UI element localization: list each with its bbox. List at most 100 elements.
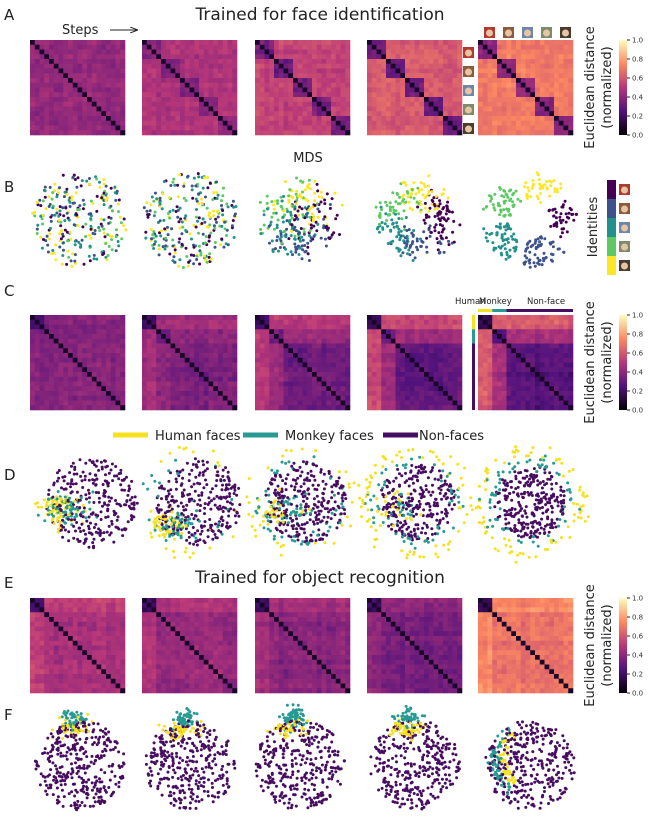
heatmap-cell <box>35 116 40 121</box>
heatmap-cell <box>396 334 401 339</box>
heatmap-cell <box>530 348 535 353</box>
heatmap-cell <box>204 97 209 102</box>
heatmap-cell <box>443 130 448 135</box>
heatmap-cell <box>549 363 554 368</box>
heatmap-cell <box>483 363 488 368</box>
heatmap-cell <box>44 688 49 693</box>
heatmap-cell <box>40 627 45 632</box>
heatmap-cell <box>284 353 289 358</box>
heatmap-cell <box>92 69 97 74</box>
heatmap-cell <box>568 325 573 330</box>
heatmap-cell <box>87 660 92 665</box>
heatmap-cell <box>30 78 35 83</box>
heatmap-cell <box>147 391 152 396</box>
heatmap-cell <box>218 622 223 627</box>
heatmap-cell <box>213 598 218 603</box>
heatmap-cell <box>559 107 564 112</box>
heatmap-cell <box>106 325 111 330</box>
heatmap-cell <box>199 78 204 83</box>
heatmap-cell <box>443 391 448 396</box>
heatmap-cell <box>345 102 350 107</box>
heatmap-cell <box>410 382 415 387</box>
heatmap-cell <box>82 367 87 372</box>
heatmap-cell <box>147 405 152 410</box>
heatmap <box>30 598 125 693</box>
heatmap-cell <box>516 126 521 131</box>
heatmap-cell <box>507 40 512 45</box>
heatmap-cell <box>545 83 550 88</box>
heatmap-cell <box>521 40 526 45</box>
heatmap-cell <box>152 669 157 674</box>
heatmap-cell <box>87 40 92 45</box>
heatmap-cell <box>106 353 111 358</box>
heatmap-cell <box>30 617 35 622</box>
heatmap-cell <box>274 363 279 368</box>
heatmap-cell <box>152 64 157 69</box>
heatmap-cell <box>156 111 161 116</box>
heatmap-cell <box>190 102 195 107</box>
heatmap-cell <box>549 391 554 396</box>
heatmap-cell <box>199 660 204 665</box>
heatmap-cell <box>223 660 228 665</box>
heatmap-cell <box>213 627 218 632</box>
heatmap-cell <box>424 59 429 64</box>
heatmap-cell <box>185 367 190 372</box>
heatmap-cell <box>507 73 512 78</box>
heatmap-cell <box>175 405 180 410</box>
heatmap-cell <box>269 353 274 358</box>
heatmap-cell <box>30 646 35 651</box>
heatmap-cell <box>106 45 111 50</box>
heatmap-cell <box>44 64 49 69</box>
heatmap-cell <box>199 679 204 684</box>
heatmap-cell <box>30 391 35 396</box>
heatmap-cell <box>213 377 218 382</box>
heatmap-cell <box>526 130 531 135</box>
heatmap-cell <box>147 64 152 69</box>
heatmap-cell <box>336 126 341 131</box>
heatmap-cell <box>312 92 317 97</box>
heatmap-cell <box>488 73 493 78</box>
heatmap-cell <box>564 50 569 55</box>
heatmap-cell <box>161 631 166 636</box>
heatmap-cell <box>331 367 336 372</box>
heatmap-cell <box>521 130 526 135</box>
heatmap-cell <box>63 646 68 651</box>
heatmap-cell <box>185 54 190 59</box>
heatmap-cell <box>82 401 87 406</box>
heatmap-cell <box>147 320 152 325</box>
heatmap-cell <box>73 97 78 102</box>
heatmap-cell <box>63 688 68 693</box>
heatmap-cell <box>161 660 166 665</box>
heatmap-cell <box>180 665 185 670</box>
heatmap-cell <box>185 372 190 377</box>
heatmap-cell <box>564 111 569 116</box>
heatmap-cell <box>298 73 303 78</box>
heatmap-cell <box>175 130 180 135</box>
heatmap-cell <box>213 325 218 330</box>
heatmap-cell <box>530 363 535 368</box>
heatmap-cell <box>185 665 190 670</box>
panel-label: E <box>4 574 13 592</box>
heatmap-cell <box>106 88 111 93</box>
heatmap-cell <box>265 377 270 382</box>
heatmap-cell <box>213 126 218 131</box>
heatmap-cell <box>502 116 507 121</box>
heatmap-cell <box>429 126 434 131</box>
heatmap-cell <box>213 405 218 410</box>
heatmap-cell <box>97 688 102 693</box>
heatmap-cell <box>40 372 45 377</box>
heatmap-cell <box>171 130 176 135</box>
heatmap-cell <box>322 320 327 325</box>
heatmap-cell <box>415 59 420 64</box>
heatmap-cell <box>391 329 396 334</box>
heatmap-cell <box>260 344 265 349</box>
heatmap-cell <box>391 83 396 88</box>
heatmap-cell <box>161 679 166 684</box>
heatmap-cell <box>63 344 68 349</box>
heatmap-cell <box>82 329 87 334</box>
heatmap-cell <box>59 353 64 358</box>
heatmap-cell <box>213 363 218 368</box>
heatmap-cell <box>199 631 204 636</box>
heatmap-cell <box>424 88 429 93</box>
heatmap-cell <box>190 674 195 679</box>
